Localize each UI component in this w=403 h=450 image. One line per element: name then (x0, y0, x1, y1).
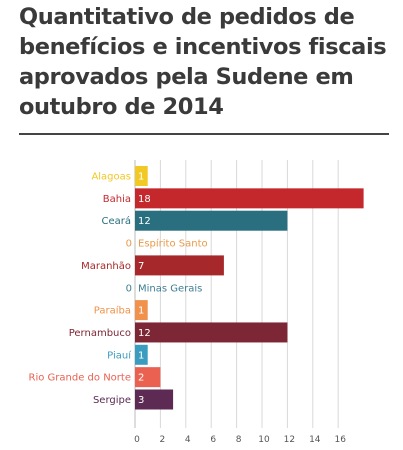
data-label: 12 (138, 328, 151, 339)
data-label: 12 (138, 216, 151, 227)
chart-title: Quantitativo de pedidos de benefícios e … (19, 4, 387, 120)
data-label: 7 (138, 261, 144, 272)
bar (135, 300, 148, 321)
category-label: Paraíba (94, 305, 131, 317)
category-label: Espírito Santo (138, 238, 208, 250)
x-tick-label: 8 (236, 435, 242, 445)
data-label: 1 (138, 306, 144, 317)
category-label: Pernambuco (69, 328, 131, 339)
x-tick-label: 16 (334, 435, 346, 445)
data-label: 3 (138, 395, 144, 406)
category-label: Minas Gerais (138, 283, 202, 294)
bar (135, 166, 148, 186)
x-tick-label: 0 (134, 435, 140, 445)
x-tick-label: 4 (185, 435, 191, 445)
x-tick-label: 6 (210, 435, 216, 445)
x-tick-label: 2 (160, 435, 166, 445)
data-label: 18 (138, 194, 151, 205)
bar (135, 188, 364, 209)
x-tick-label: 10 (258, 435, 270, 445)
bar (135, 367, 161, 388)
data-label: 1 (138, 350, 144, 361)
category-label: Ceará (101, 215, 131, 227)
data-label: 1 (138, 172, 144, 183)
data-label: 2 (138, 373, 144, 384)
data-label: 0 (126, 239, 132, 250)
title-underline (19, 133, 389, 135)
category-label: Bahia (103, 194, 131, 205)
category-label: Maranhão (81, 261, 131, 272)
category-label: Rio Grande do Norte (29, 373, 131, 384)
x-tick-label: 14 (309, 435, 321, 445)
data-label: 0 (126, 283, 132, 294)
bar (135, 255, 224, 276)
category-label: Alagoas (91, 172, 131, 183)
bar (135, 344, 148, 365)
bar (135, 389, 174, 410)
bar (135, 322, 288, 343)
bar (135, 210, 288, 231)
category-label: Sergipe (93, 395, 131, 406)
category-label: Piauí (107, 349, 132, 361)
x-tick-label: 12 (284, 435, 295, 445)
